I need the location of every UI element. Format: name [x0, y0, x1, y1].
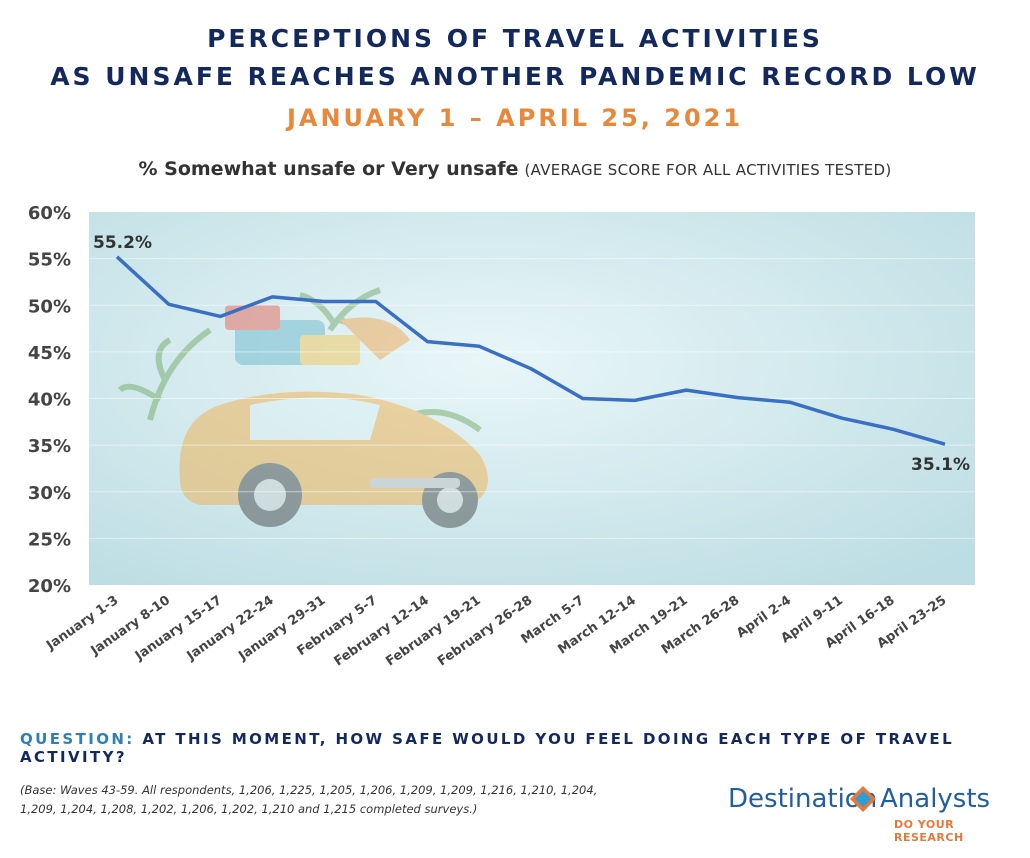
travel-car-illustration	[117, 287, 488, 528]
y-tick-label: 45%	[28, 343, 71, 364]
x-tick-label: January 29-31	[235, 593, 328, 664]
diamond-logo-icon	[850, 786, 876, 812]
date-range: JANUARY 1 – APRIL 25, 2021	[286, 104, 744, 132]
subtitle-main: % Somewhat unsafe or Very unsafe	[138, 158, 519, 180]
y-tick-label: 55%	[28, 250, 71, 271]
x-tick-label: January 22-24	[184, 593, 277, 664]
y-tick-label: 60%	[28, 203, 71, 224]
data-labels: 55.2% 35.1%	[93, 233, 970, 475]
series-line	[115, 255, 946, 446]
base-note-line-2: 1,209, 1,204, 1,208, 1,202, 1,206, 1,202…	[20, 802, 478, 816]
x-tick-label: February 12-14	[332, 593, 432, 669]
chart-subtitle: % Somewhat unsafe or Very unsafe (AVERAG…	[0, 158, 1030, 180]
base-note: (Base: Waves 43-59. All respondents, 1,2…	[20, 781, 680, 819]
y-tick-label: 20%	[28, 576, 71, 597]
y-tick-label: 40%	[28, 390, 71, 411]
logo-word-analysts: Analysts	[880, 784, 991, 814]
y-tick-label: 50%	[28, 296, 71, 317]
y-tick-label: 25%	[28, 529, 71, 550]
survey-question: QUESTION: AT THIS MOMENT, HOW SAFE WOULD…	[20, 730, 1020, 766]
base-note-line-1: (Base: Waves 43-59. All respondents, 1,2…	[20, 783, 598, 797]
data-label: 55.2%	[93, 233, 152, 253]
destination-analysts-logo: Destination Analysts DO YOUR RESEARCH	[728, 782, 1018, 844]
logo-tagline: DO YOUR RESEARCH	[894, 818, 964, 844]
line-chart: 60% 55% 50% 45% 40% 35% 30% 25% 20% January 1-3J…	[28, 203, 975, 669]
y-gridlines	[89, 258, 975, 539]
chart-title-line-2: AS UNSAFE REACHES ANOTHER PANDEMIC RECOR…	[50, 62, 980, 91]
y-axis-ticks: 60% 55% 50% 45% 40% 35% 30% 25% 20%	[28, 203, 71, 597]
x-tick-label: February 26-28	[435, 593, 535, 669]
data-label: 35.1%	[911, 455, 970, 475]
question-text: AT THIS MOMENT, HOW SAFE WOULD YOU FEEL …	[20, 730, 955, 766]
x-tick-label: January 15-17	[132, 593, 225, 664]
question-label: QUESTION:	[20, 730, 135, 748]
y-tick-label: 30%	[28, 483, 71, 504]
chart-title-line-1: PERCEPTIONS OF TRAVEL ACTIVITIES	[207, 24, 823, 53]
y-tick-label: 35%	[28, 436, 71, 457]
x-tick-label: February 19-21	[383, 593, 483, 669]
subtitle-note: (AVERAGE SCORE FOR ALL ACTIVITIES TESTED…	[524, 161, 892, 179]
